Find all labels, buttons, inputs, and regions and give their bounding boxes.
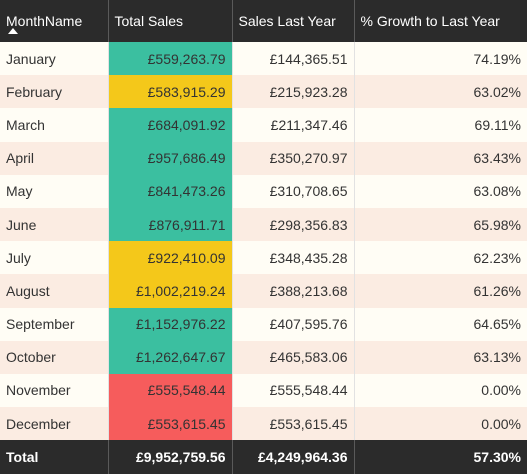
growth-cell: 63.43%	[354, 141, 527, 175]
month-cell: December	[0, 407, 109, 441]
column-header-month[interactable]: MonthName	[0, 0, 109, 42]
growth-cell: 74.19%	[354, 42, 527, 76]
column-header-sales-last-year-label: Sales Last Year	[238, 13, 336, 29]
month-cell: August	[0, 274, 109, 308]
sales-last-year-total: £4,249,964.36	[232, 440, 355, 474]
total-sales-cell: £1,262,647.67	[108, 340, 233, 374]
table-footer: Total £9,952,759.56 £4,249,964.36 57.30%	[0, 440, 527, 474]
growth-cell: 0.00%	[354, 373, 527, 408]
table-row: May £841,473.26 £310,708.65 63.08%	[0, 174, 527, 208]
sales-last-year-cell: £350,270.97	[232, 141, 355, 175]
column-header-sales-last-year[interactable]: Sales Last Year	[232, 0, 355, 42]
growth-cell: 63.02%	[354, 75, 527, 109]
table-row: February £583,915.29 £215,923.28 63.02%	[0, 75, 527, 109]
total-sales-cell: £555,548.44	[108, 373, 233, 408]
month-cell: September	[0, 307, 109, 341]
growth-cell: 64.65%	[354, 307, 527, 341]
table-row: April £957,686.49 £350,270.97 63.43%	[0, 141, 527, 175]
column-header-growth[interactable]: % Growth to Last Year	[354, 0, 527, 42]
total-sales-cell: £684,091.92	[108, 108, 233, 142]
table-row: October £1,262,647.67 £465,583.06 63.13%	[0, 340, 527, 374]
month-cell: October	[0, 340, 109, 374]
total-sales-cell: £841,473.26	[108, 174, 233, 208]
table-row: January £559,263.79 £144,365.51 74.19%	[0, 42, 527, 76]
total-sales-cell: £876,911.71	[108, 207, 233, 242]
sales-last-year-cell: £310,708.65	[232, 174, 355, 208]
sales-last-year-cell: £298,356.83	[232, 207, 355, 242]
column-header-month-label: MonthName	[6, 13, 83, 29]
sales-last-year-cell: £555,548.44	[232, 373, 355, 408]
table-row: November £555,548.44 £555,548.44 0.00%	[0, 373, 527, 408]
table-row: June £876,911.71 £298,356.83 65.98%	[0, 207, 527, 242]
growth-cell: 0.00%	[354, 407, 527, 441]
sales-last-year-cell: £348,435.28	[232, 241, 355, 275]
total-sales-cell: £922,410.09	[108, 241, 233, 275]
growth-total: 57.30%	[354, 440, 527, 474]
total-row: Total £9,952,759.56 £4,249,964.36 57.30%	[0, 440, 527, 474]
sales-last-year-cell: £215,923.28	[232, 75, 355, 109]
table-row: September £1,152,976.22 £407,595.76 64.6…	[0, 307, 527, 341]
total-sales-cell: £1,152,976.22	[108, 307, 233, 341]
total-sales-cell: £583,915.29	[108, 75, 233, 109]
month-cell: November	[0, 373, 109, 408]
sales-last-year-cell: £407,595.76	[232, 307, 355, 341]
month-cell: July	[0, 241, 109, 275]
table-row: March £684,091.92 £211,347.46 69.11%	[0, 108, 527, 142]
column-header-total-sales-label: Total Sales	[114, 13, 183, 29]
column-header-growth-label: % Growth to Last Year	[360, 13, 500, 29]
growth-cell: 63.13%	[354, 340, 527, 374]
sales-last-year-cell: £553,615.45	[232, 407, 355, 441]
total-sales-cell: £559,263.79	[108, 42, 233, 76]
column-header-total-sales[interactable]: Total Sales	[108, 0, 233, 42]
table-header: MonthName Total Sales Sales Last Year % …	[0, 0, 527, 42]
sales-last-year-cell: £144,365.51	[232, 42, 355, 76]
month-cell: June	[0, 207, 109, 242]
total-sales-cell: £1,002,219.24	[108, 274, 233, 308]
table-body: January £559,263.79 £144,365.51 74.19% F…	[0, 42, 527, 441]
table-row: December £553,615.45 £553,615.45 0.00%	[0, 407, 527, 441]
header-row: MonthName Total Sales Sales Last Year % …	[0, 0, 527, 42]
total-sales-total: £9,952,759.56	[108, 440, 233, 474]
month-cell: March	[0, 108, 109, 142]
table-row: August £1,002,219.24 £388,213.68 61.26%	[0, 274, 527, 308]
growth-cell: 61.26%	[354, 274, 527, 308]
sales-last-year-cell: £211,347.46	[232, 108, 355, 142]
growth-cell: 63.08%	[354, 174, 527, 208]
sales-last-year-cell: £388,213.68	[232, 274, 355, 308]
month-cell: May	[0, 174, 109, 208]
sort-ascending-icon[interactable]	[8, 28, 18, 34]
month-cell: January	[0, 42, 109, 76]
table-row: July £922,410.09 £348,435.28 62.23%	[0, 241, 527, 275]
total-label: Total	[0, 440, 109, 474]
month-cell: April	[0, 141, 109, 175]
sales-last-year-cell: £465,583.06	[232, 340, 355, 374]
total-sales-cell: £957,686.49	[108, 141, 233, 175]
total-sales-cell: £553,615.45	[108, 407, 233, 441]
growth-cell: 62.23%	[354, 241, 527, 275]
month-cell: February	[0, 75, 109, 109]
growth-cell: 65.98%	[354, 207, 527, 242]
growth-cell: 69.11%	[354, 108, 527, 142]
